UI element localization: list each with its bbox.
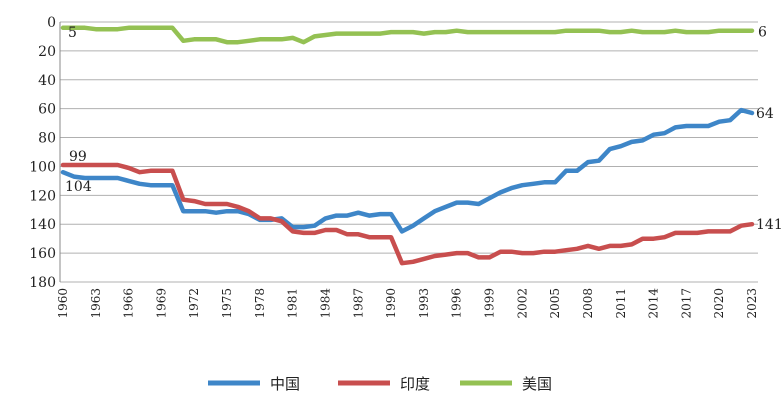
x-tick-label: 1993 [417, 288, 431, 319]
y-tick-label: 120 [29, 188, 56, 204]
x-tick-label: 1984 [318, 288, 332, 319]
series-start-label: 5 [68, 25, 77, 41]
x-tick-label: 2017 [679, 288, 693, 319]
x-tick-label: 2002 [515, 288, 529, 319]
series-start-label: 104 [65, 179, 92, 195]
x-tick-label: 1960 [56, 288, 70, 319]
x-tick-label: 1969 [154, 288, 168, 319]
y-tick-label: 140 [29, 217, 56, 233]
series-line-0 [60, 107, 755, 234]
x-tick-label: 2005 [548, 288, 562, 319]
x-tick-label: 1975 [220, 288, 234, 319]
y-tick-label: 100 [29, 159, 56, 175]
x-tick-label: 1999 [483, 288, 497, 319]
gridlines [60, 21, 758, 283]
x-tick-label: 1996 [450, 288, 464, 319]
legend: 中国 印度 美国 [208, 375, 552, 393]
series-lines [60, 25, 755, 266]
x-tick-label: 1990 [384, 288, 398, 319]
series-line-1 [60, 162, 755, 266]
x-tick-label: 1978 [253, 288, 267, 319]
legend-label: 中国 [270, 375, 300, 393]
series-start-label: 99 [69, 149, 87, 165]
series-end-label: 6 [758, 25, 767, 41]
x-tick-label: 2011 [614, 288, 628, 319]
x-tick-label: 1963 [89, 288, 103, 319]
y-tick-label: 180 [29, 275, 56, 291]
y-tick-label: 0 [47, 15, 56, 31]
legend-label: 美国 [522, 375, 552, 393]
series-end-labels: 104 64 99 141 5 6 [65, 25, 783, 234]
legend-label: 印度 [400, 375, 430, 393]
x-tick-label: 2023 [745, 288, 759, 319]
x-tick-label: 2008 [581, 288, 595, 319]
series-line-2 [60, 25, 755, 45]
y-tick-label: 80 [38, 131, 56, 147]
y-tick-label: 20 [38, 44, 56, 60]
x-tick-label: 2014 [647, 288, 661, 319]
y-tick-label: 160 [29, 246, 56, 262]
x-tick-label: 1966 [122, 288, 136, 319]
series-end-label: 141 [756, 217, 783, 233]
y-tick-label: 40 [38, 73, 56, 89]
x-tick-label: 1972 [187, 288, 201, 319]
x-tick-label: 1981 [286, 288, 300, 319]
x-tick-label: 2020 [712, 288, 726, 319]
series-end-label: 64 [756, 106, 774, 122]
y-tick-label: 60 [38, 102, 56, 118]
x-tick-label: 1987 [351, 288, 365, 319]
